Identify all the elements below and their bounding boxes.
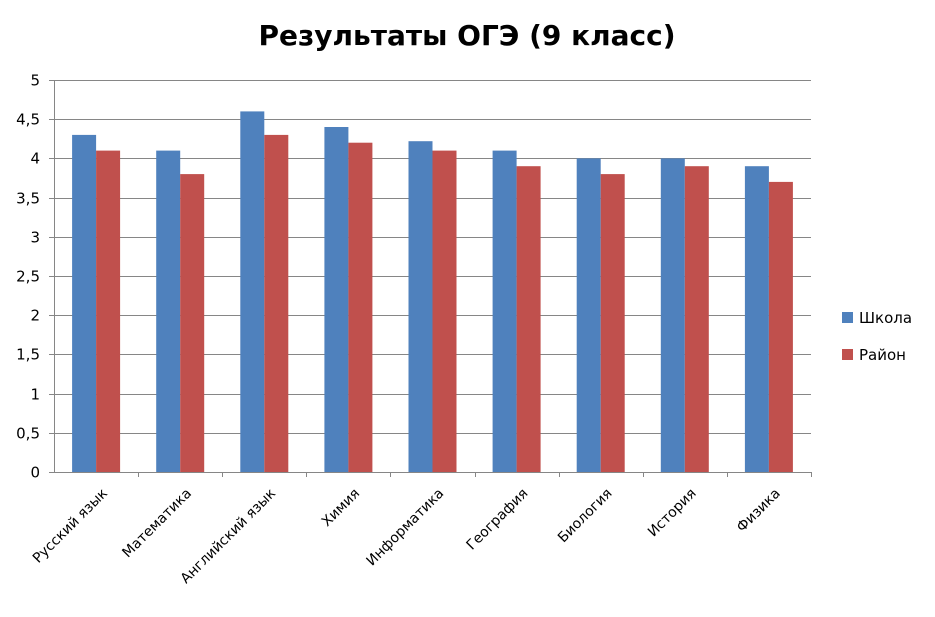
bar-district	[684, 166, 709, 472]
legend-label: Район	[859, 346, 906, 364]
bars	[72, 111, 793, 473]
bar-school	[72, 134, 97, 472]
x-category-label: Английский язык	[178, 486, 279, 587]
legend: Школа Район	[842, 309, 912, 364]
legend-label: Школа	[859, 309, 912, 327]
bar-district	[264, 134, 289, 472]
bar-school	[660, 158, 685, 472]
legend-swatch	[842, 349, 853, 360]
bar-district	[96, 150, 121, 472]
x-category-label: Биология	[555, 486, 616, 547]
chart-title: Результаты ОГЭ (9 класс)	[258, 19, 675, 52]
y-axis-ticks: 0 0,5 1 1,5 2 2,5 3 3,5 4 4,5 5	[16, 72, 40, 482]
legend-swatch	[842, 312, 853, 323]
x-category-label: Информатика	[364, 486, 448, 570]
y-tick-label: 0,5	[16, 425, 40, 443]
bar-school	[492, 150, 517, 472]
y-tick-label: 5	[30, 72, 40, 90]
x-category-label: Химия	[319, 486, 363, 530]
bar-school	[576, 158, 601, 472]
bar-district	[600, 174, 625, 472]
y-tick-label: 2	[30, 307, 40, 325]
bar-district	[768, 181, 793, 472]
y-tick-label: 1	[30, 386, 40, 404]
bar-school	[744, 166, 769, 472]
x-category-label: История	[645, 486, 700, 541]
bar-school	[324, 127, 349, 472]
y-tick-label: 3,5	[16, 190, 40, 208]
bar-school	[408, 141, 433, 472]
bar-school	[240, 111, 265, 473]
y-tick-label: 3	[30, 229, 40, 247]
y-tick-label: 1,5	[16, 346, 40, 364]
y-tick-label: 2,5	[16, 268, 40, 286]
bar-district	[180, 174, 205, 472]
bar-district	[432, 150, 457, 472]
bar-district	[516, 166, 541, 472]
x-category-label: География	[464, 486, 532, 554]
bar-district	[348, 142, 373, 472]
x-category-label: Математика	[119, 486, 195, 562]
y-tick-label: 4	[30, 150, 40, 168]
x-category-label: Русский язык	[30, 486, 111, 567]
y-tick-label: 0	[30, 464, 40, 482]
y-tick-label: 4,5	[16, 111, 40, 129]
x-category-label: Физика	[734, 486, 784, 536]
bar-school	[156, 150, 181, 472]
